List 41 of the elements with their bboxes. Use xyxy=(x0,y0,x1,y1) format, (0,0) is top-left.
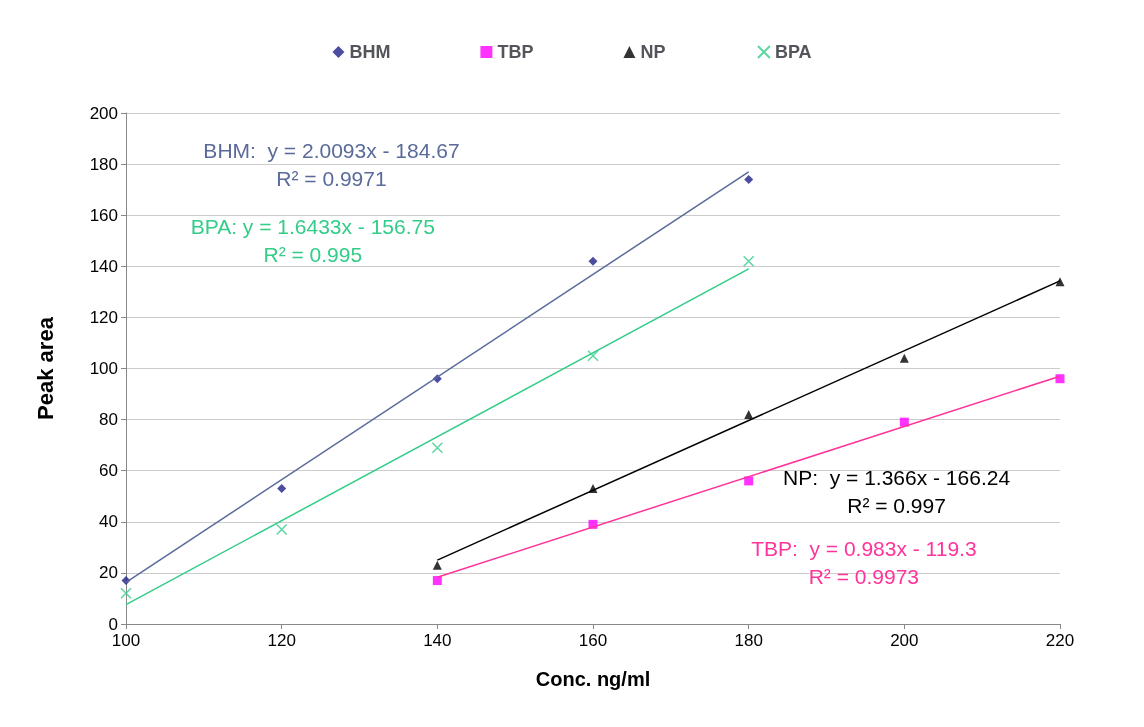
x-tick-label: 120 xyxy=(267,631,296,650)
y-tick-label: 200 xyxy=(89,103,118,123)
y-tick-label: 120 xyxy=(89,307,118,327)
y-tick-label: 80 xyxy=(99,410,118,430)
y-tick-label: 180 xyxy=(89,154,118,174)
legend-label: NP xyxy=(640,42,666,62)
annotation: TBP: y = 0.983x - 119.3 R² = 0.9973 xyxy=(751,537,977,589)
x-tick-label: 220 xyxy=(1045,631,1075,650)
x-tick-label: 200 xyxy=(890,631,919,650)
legend-label: BHM xyxy=(349,42,391,62)
x-tick-label: 100 xyxy=(111,631,141,650)
y-tick-label: 0 xyxy=(108,614,118,634)
y-tick-label: 60 xyxy=(99,461,118,481)
point xyxy=(1055,374,1065,384)
point xyxy=(588,256,598,266)
point xyxy=(275,523,288,536)
x-axis-title: Conc. ng/ml xyxy=(535,668,651,690)
y-axis-title: Peak area xyxy=(32,316,58,420)
point xyxy=(432,576,442,586)
point xyxy=(431,441,444,454)
y-tick-label: 100 xyxy=(89,359,118,378)
x-tick-label: 160 xyxy=(578,631,608,650)
point xyxy=(277,484,287,494)
point xyxy=(120,587,132,600)
annotation: BHM: y = 2.0093x - 184.67 R² = 0.9971 xyxy=(203,138,460,190)
y-tick-label: 140 xyxy=(89,256,118,276)
legend-label: TBP xyxy=(497,42,534,62)
x-tick-label: 180 xyxy=(734,631,763,650)
point xyxy=(587,349,599,362)
annotation: BPA: y = 1.6433x - 156.75 R² = 0.995 xyxy=(190,215,435,267)
point xyxy=(432,560,442,570)
point xyxy=(742,255,755,267)
y-tick-label: 160 xyxy=(89,205,118,225)
y-tick-label: 40 xyxy=(99,512,118,532)
legend-label: BPA xyxy=(774,42,812,62)
point xyxy=(744,174,754,184)
y-tick-label: 20 xyxy=(99,563,118,583)
annotation: NP: y = 1.366x - 166.24 R² = 0.997 xyxy=(783,465,1011,517)
point xyxy=(744,409,754,419)
x-tick-label: 140 xyxy=(423,631,452,650)
point xyxy=(899,353,909,363)
